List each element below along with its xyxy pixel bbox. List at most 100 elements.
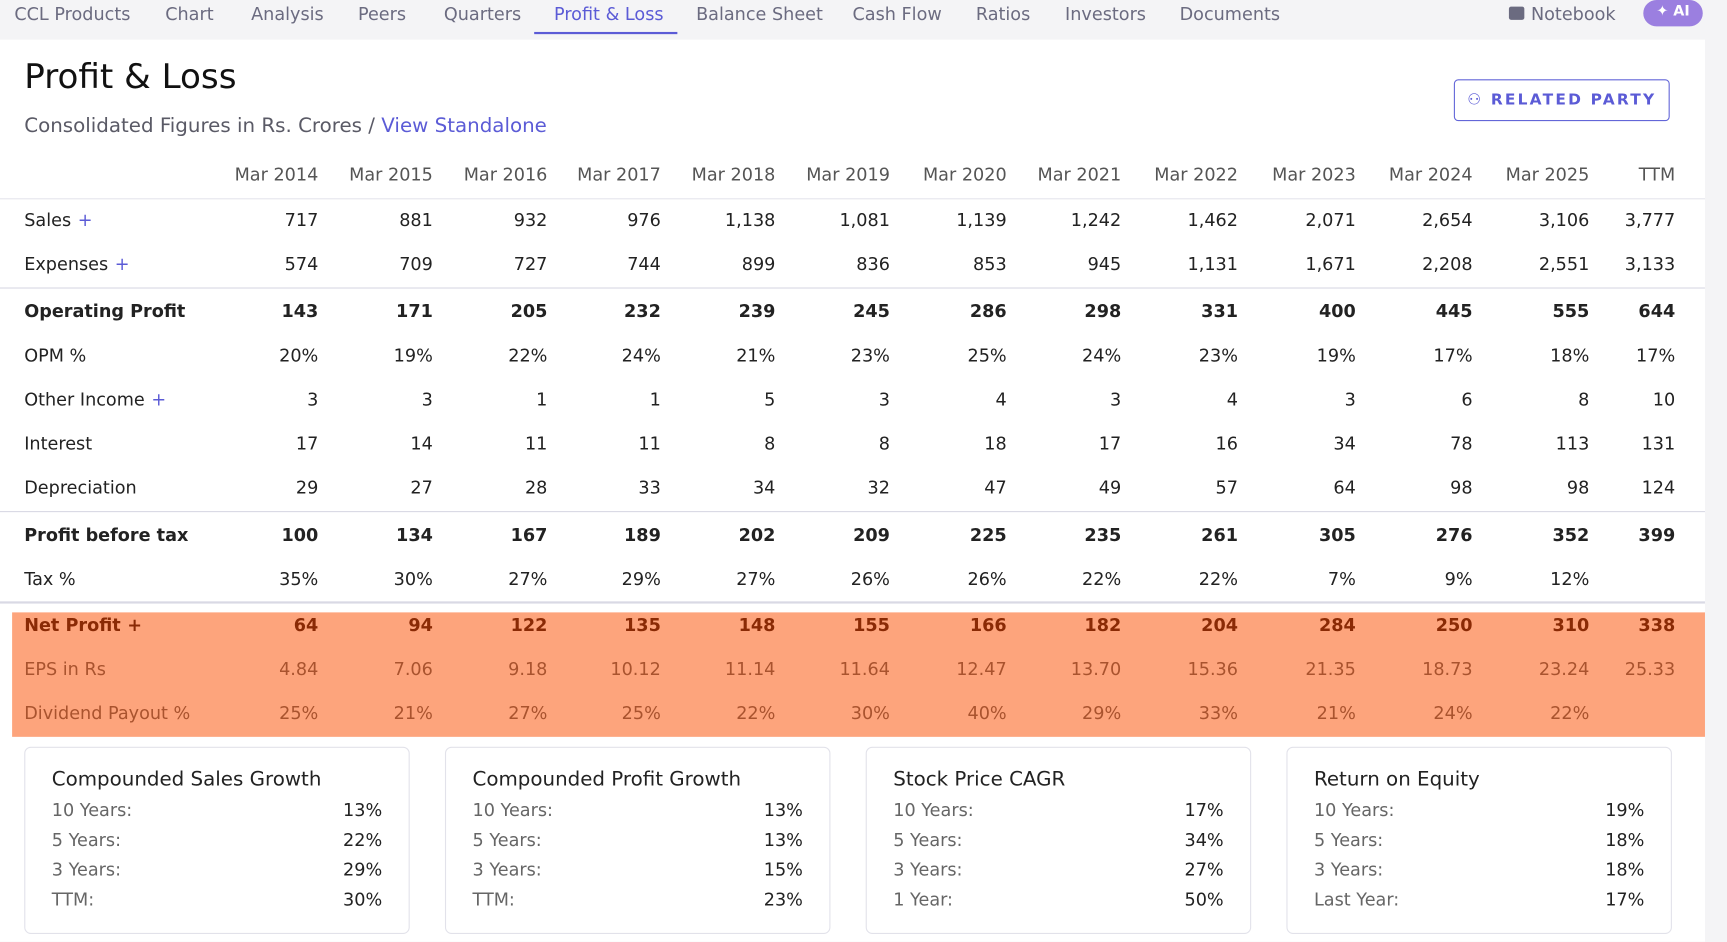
growth-card: Return on Equity 10 Years: 19% 5 Years: 18% 3…	[1286, 746, 1672, 934]
cell: 11.64	[839, 658, 890, 680]
cell: 28	[524, 476, 548, 498]
expand-toggle[interactable]: +	[151, 388, 167, 410]
nav-tab[interactable]: Documents	[1179, 3, 1281, 25]
cell: 1	[536, 388, 548, 410]
row-label: Interest	[24, 433, 92, 454]
cell: 644	[1638, 300, 1676, 322]
expand-toggle[interactable]: +	[127, 614, 143, 636]
cell: 202	[738, 524, 776, 546]
tax-border	[0, 602, 1705, 604]
related-party-button[interactable]: ⚇ RELATED PARTY	[1453, 79, 1670, 122]
cell: 8	[1578, 388, 1590, 410]
cell: 555	[1552, 300, 1590, 322]
card-row-value: 15%	[763, 859, 803, 881]
cell: 182	[1084, 614, 1122, 636]
cell: 1,462	[1187, 209, 1238, 231]
row-label-text: Other Income	[24, 388, 145, 410]
column-header: Mar 2017	[577, 164, 661, 186]
notebook-link[interactable]: Notebook	[1508, 3, 1616, 25]
nav-tab[interactable]: Balance Sheet	[696, 3, 823, 25]
cell: 35%	[279, 568, 319, 590]
row-label-text: Profit before tax	[24, 524, 189, 546]
nav-tab[interactable]: Peers	[357, 3, 407, 25]
card-title: Return on Equity	[1313, 767, 1480, 791]
cell: 899	[741, 253, 776, 275]
cell: 124	[1641, 476, 1676, 498]
cell: 167	[510, 524, 548, 546]
nav-tab[interactable]: CCL Products	[14, 3, 131, 25]
cell: 25%	[279, 702, 319, 724]
cell: 11	[524, 432, 548, 454]
card-row-value: 50%	[1184, 888, 1224, 910]
nav-tab[interactable]: Analysis	[251, 3, 324, 25]
column-header: Mar 2020	[922, 164, 1007, 186]
standalone-link[interactable]: View Standalone	[381, 114, 547, 138]
cell: 881	[399, 209, 433, 231]
cell: 709	[399, 253, 433, 275]
cell: 399	[1638, 524, 1676, 546]
card-row-label: TTM:	[51, 888, 95, 910]
cell: 33%	[1198, 702, 1238, 724]
cell: 22%	[1082, 568, 1122, 590]
cell: 209	[853, 524, 890, 546]
nav-tab[interactable]: Quarters	[443, 3, 522, 25]
ai-button[interactable]: ✦ AI	[1643, 0, 1703, 27]
cell: 25%	[621, 702, 661, 724]
cell: 94	[408, 614, 433, 636]
nav-tab[interactable]: Ratios	[975, 3, 1031, 25]
cell: 7.06	[393, 658, 433, 680]
cell: 445	[1435, 300, 1473, 322]
expand-toggle[interactable]: +	[77, 209, 93, 231]
card-row-value: 29%	[343, 859, 383, 881]
card-row-label: 5 Years:	[51, 829, 122, 851]
cell: 976	[627, 209, 661, 231]
cell: 64	[293, 614, 319, 636]
cell: 24%	[621, 344, 661, 366]
row-label: Operating Profit	[24, 301, 185, 322]
row-label: Sales +	[24, 209, 92, 230]
cell: 143	[281, 300, 319, 322]
card-row-value: 27%	[1184, 859, 1224, 881]
card-row-label: 1 Year:	[893, 888, 953, 910]
cell: 1,139	[956, 209, 1007, 231]
row-label: Tax %	[24, 568, 75, 589]
row-label: EPS in Rs	[24, 659, 106, 680]
nav-tab[interactable]: Investors	[1065, 3, 1146, 25]
cell: 3	[421, 388, 433, 410]
growth-card: Compounded Profit Growth 10 Years: 13% 5 Ye…	[444, 746, 831, 934]
card-row-label: 10 Years:	[893, 799, 974, 821]
card-row-value: 23%	[763, 888, 803, 910]
expand-toggle[interactable]: +	[114, 253, 130, 275]
nav-tab[interactable]: Cash Flow	[852, 3, 942, 25]
cell: 32	[867, 476, 890, 498]
cell: 3	[307, 388, 319, 410]
card-row-value: 18%	[1605, 829, 1645, 851]
cell: 7%	[1327, 568, 1356, 590]
cell: 23%	[850, 344, 890, 366]
cell: 945	[1087, 253, 1122, 275]
cell: 98	[1450, 476, 1473, 498]
cell: 932	[513, 209, 548, 231]
cell: 19%	[1316, 344, 1356, 366]
card-title: Compounded Profit Growth	[472, 767, 742, 791]
column-header: Mar 2022	[1154, 164, 1238, 186]
column-header: Mar 2024	[1388, 164, 1473, 186]
ai-text: AI	[1673, 3, 1690, 20]
cell: 21%	[393, 702, 433, 724]
cell: 2,654	[1422, 209, 1473, 231]
row-label: Dividend Payout %	[24, 703, 190, 724]
cell: 21%	[736, 344, 776, 366]
cell: 166	[969, 614, 1007, 636]
cell: 18.73	[1422, 658, 1473, 680]
nav-tab[interactable]: Profit & Loss	[554, 3, 664, 25]
cell: 235	[1084, 524, 1122, 546]
notebook-text: Notebook	[1530, 3, 1616, 25]
card-row-value: 13%	[343, 799, 383, 821]
cell: 23%	[1198, 344, 1238, 366]
nav-tab[interactable]: Chart	[165, 3, 214, 25]
cell: 11	[638, 432, 661, 454]
cell: 10	[1652, 388, 1676, 410]
growth-card: Compounded Sales Growth 10 Years: 13% 5 Yea…	[24, 746, 410, 934]
cell: 2,551	[1538, 253, 1590, 275]
